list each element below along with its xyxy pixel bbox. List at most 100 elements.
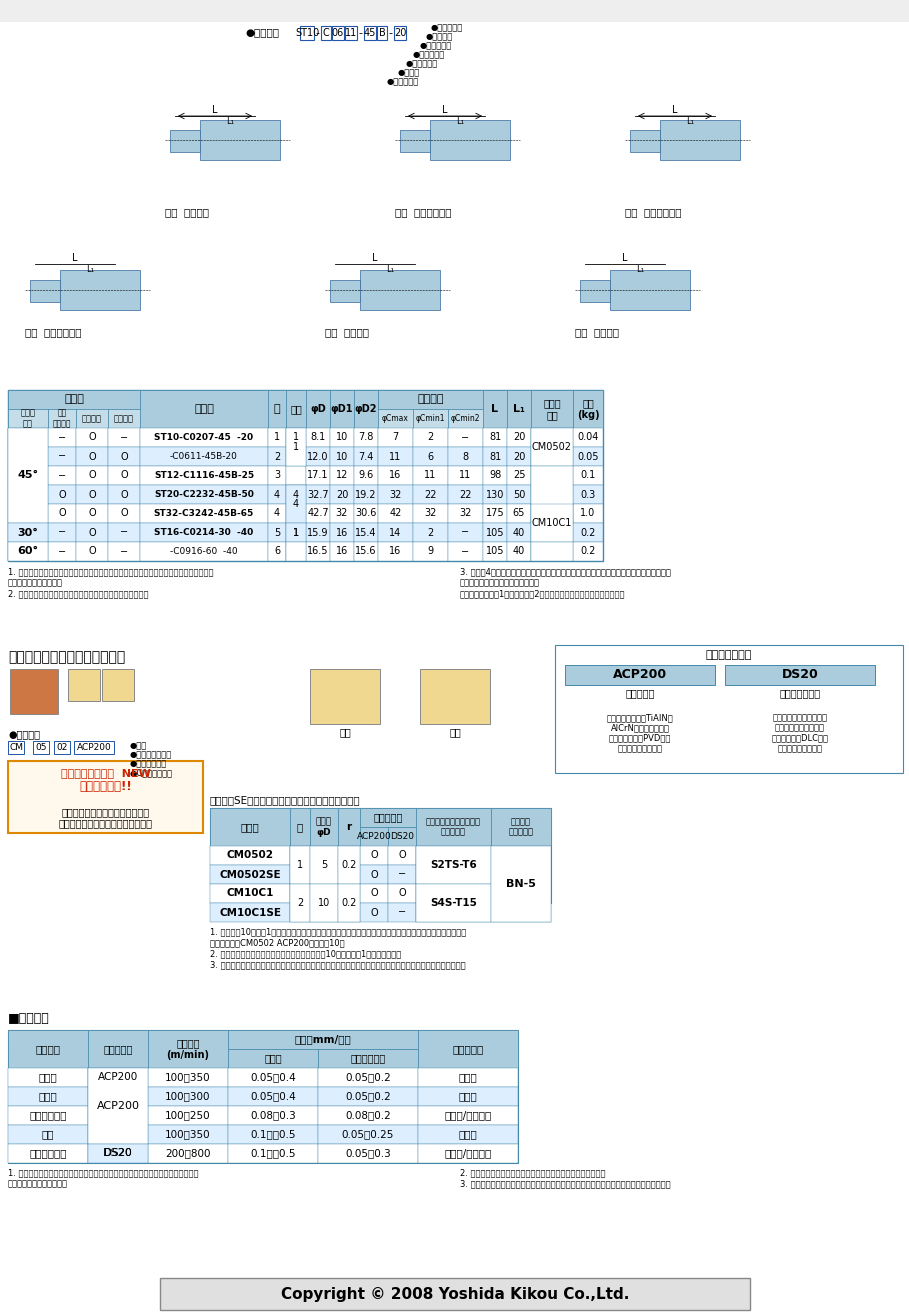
Bar (228, 1069, 318, 1087)
Bar (8, 1069, 88, 1087)
Bar (413, 504, 448, 522)
Bar (448, 447, 483, 466)
Text: −: − (120, 433, 128, 442)
Bar (8, 741, 24, 754)
Bar (170, 130, 200, 153)
Bar (483, 390, 507, 428)
Text: 42: 42 (389, 508, 402, 519)
Bar (290, 846, 310, 865)
Bar (354, 447, 378, 466)
Bar (286, 542, 306, 561)
Bar (8, 466, 48, 486)
Text: 0.1　～0.5: 0.1 ～0.5 (250, 1149, 295, 1158)
Text: 11: 11 (425, 471, 436, 480)
Text: L: L (492, 404, 498, 415)
Bar (76, 542, 108, 561)
Bar (108, 466, 140, 486)
Bar (531, 542, 573, 561)
Text: 130: 130 (485, 490, 504, 500)
Bar (378, 504, 413, 522)
Text: 0.04: 0.04 (577, 433, 599, 442)
Bar (48, 522, 76, 542)
Bar (8, 1087, 88, 1105)
Text: CM10C1: CM10C1 (226, 888, 274, 899)
Text: DS20: DS20 (390, 832, 414, 841)
Bar (507, 522, 531, 542)
Bar (8, 542, 48, 561)
Bar (318, 1105, 418, 1125)
Bar (388, 884, 416, 903)
Text: 32: 32 (425, 508, 436, 519)
Bar (448, 409, 483, 428)
Text: 2. チップクランプスクリュセットには、スクリュ10個とレンチ1本が入ります。: 2. チップクランプスクリュセットには、スクリュ10個とレンチ1本が入ります。 (210, 949, 401, 958)
Text: ●型式説明: ●型式説明 (8, 729, 40, 740)
Bar (338, 846, 360, 865)
Text: 切削速度
(m/min): 切削速度 (m/min) (166, 1038, 209, 1059)
Text: 17.1: 17.1 (307, 471, 329, 480)
Text: 16: 16 (335, 546, 348, 557)
Bar (8, 1125, 88, 1144)
Bar (378, 486, 413, 504)
Bar (228, 1030, 418, 1049)
Text: ●突出し長さ: ●突出し長さ (431, 24, 464, 33)
Bar (378, 428, 413, 447)
Bar (148, 1069, 228, 1087)
Bar (310, 903, 338, 923)
Text: 100～300: 100～300 (165, 1091, 211, 1101)
Text: 0.05～0.25: 0.05～0.25 (342, 1129, 395, 1140)
Text: ドライ: ドライ (459, 1091, 477, 1101)
Text: 42.7: 42.7 (307, 508, 329, 519)
Text: O: O (120, 451, 128, 462)
Bar (210, 846, 290, 865)
Bar (286, 542, 306, 561)
Bar (573, 390, 603, 428)
Text: 超平滑で摩擦係数が低く
耐溶着性に優れたアル
ミ・非鉄専用DLCコー
ティング超硬です。: 超平滑で摩擦係数が低く 耐溶着性に優れたアル ミ・非鉄専用DLCコー ティング超… (772, 713, 828, 753)
Bar (360, 846, 388, 865)
Bar (290, 865, 310, 884)
Text: 32: 32 (335, 508, 348, 519)
Bar (286, 428, 306, 466)
Bar (354, 428, 378, 447)
Bar (491, 865, 551, 884)
Text: O: O (398, 850, 405, 861)
Bar (140, 486, 268, 504)
Text: ACP200: ACP200 (76, 742, 112, 751)
Text: O: O (58, 508, 65, 519)
Text: 0.2: 0.2 (341, 859, 356, 870)
Bar (418, 1144, 518, 1163)
Text: 5: 5 (274, 528, 280, 537)
Bar (491, 846, 551, 865)
Bar (573, 466, 603, 486)
Bar (310, 884, 338, 903)
Bar (318, 1069, 418, 1087)
Bar (418, 1030, 518, 1069)
Text: 25: 25 (513, 471, 525, 480)
Bar (394, 26, 406, 39)
Bar (108, 486, 140, 504)
Text: 45°: 45° (17, 471, 38, 480)
Text: 100～350: 100～350 (165, 1073, 211, 1083)
Text: 16: 16 (389, 546, 402, 557)
Bar (531, 522, 573, 542)
Text: ST32-C3242-45B-65: ST32-C3242-45B-65 (154, 509, 255, 519)
Text: CM0502: CM0502 (226, 850, 274, 861)
Text: 0.05～0.2: 0.05～0.2 (345, 1073, 391, 1083)
Text: B: B (379, 28, 385, 38)
Bar (416, 903, 491, 923)
Text: φD2: φD2 (355, 404, 377, 415)
Bar (378, 466, 413, 486)
Bar (378, 542, 413, 561)
Bar (140, 466, 268, 486)
Bar (76, 486, 108, 504)
Bar (338, 903, 360, 923)
Text: 0.05～0.3: 0.05～0.3 (345, 1149, 391, 1158)
Text: 60°: 60° (17, 546, 38, 557)
Text: 刃数を減らして1枚刃もしくは2枚刃で加工することをお勧めします。: 刃数を減らして1枚刃もしくは2枚刃で加工することをお勧めします。 (460, 590, 625, 597)
Text: O: O (88, 490, 95, 500)
Text: チップ
型式: チップ 型式 (544, 399, 561, 420)
Text: 5: 5 (321, 859, 327, 870)
Bar (268, 522, 286, 542)
Bar (430, 120, 510, 161)
Text: 別途ご注文ください。: 別途ご注文ください。 (8, 578, 63, 587)
Text: 図６  表面取り: 図６ 表面取り (575, 326, 619, 337)
